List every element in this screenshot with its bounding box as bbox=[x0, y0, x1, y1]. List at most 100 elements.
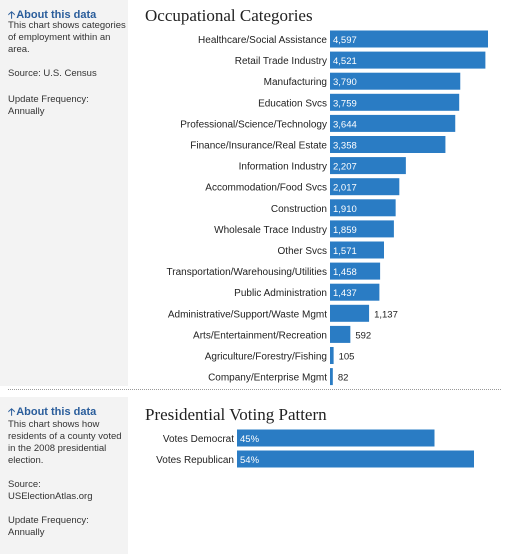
bar bbox=[330, 199, 396, 217]
bar-row: Other Svcs 1,571 bbox=[278, 241, 384, 259]
chart-title: Presidential Voting Pattern bbox=[145, 405, 327, 424]
bar-row: Manufacturing 3,790 bbox=[264, 72, 461, 90]
value-label: 2,207 bbox=[333, 162, 357, 173]
category-label: Manufacturing bbox=[264, 77, 327, 88]
category-label: Accommodation/Food Svcs bbox=[205, 183, 327, 194]
about-this-data-link[interactable]: 🡡About this data bbox=[8, 8, 96, 25]
category-label: Arts/Entertainment/Recreation bbox=[193, 330, 327, 341]
category-label: Wholesale Trace Industry bbox=[214, 225, 327, 236]
category-label: Agriculture/Forestry/Fishing bbox=[205, 352, 327, 363]
category-label: Votes Democrat bbox=[163, 434, 234, 445]
about-description: This chart shows categories of employmen… bbox=[8, 20, 126, 55]
category-label: Finance/Insurance/Real Estate bbox=[190, 141, 327, 152]
bar bbox=[330, 114, 456, 132]
bar bbox=[237, 450, 474, 468]
about-link-label: About this data bbox=[16, 406, 97, 418]
category-label: Administrative/Support/Waste Mgmt bbox=[168, 309, 327, 320]
category-label: Transportation/Warehousing/Utilities bbox=[167, 267, 327, 278]
category-label: Construction bbox=[271, 204, 327, 215]
about-sidebar: 🡡About this data This chart shows catego… bbox=[0, 0, 128, 386]
bar-row: Agriculture/Forestry/Fishing 105 bbox=[205, 347, 355, 364]
value-label: 4,521 bbox=[333, 56, 357, 67]
about-source-label: Source: bbox=[8, 479, 41, 490]
bar bbox=[330, 262, 381, 280]
bar bbox=[330, 220, 394, 238]
voting-section: 🡡About this data This chart shows how re… bbox=[0, 397, 509, 554]
category-label: Company/Enterprise Mgmt bbox=[208, 373, 327, 384]
value-label: 45% bbox=[240, 434, 260, 445]
up-arrow-icon: 🡡 bbox=[8, 10, 16, 21]
about-link-label: About this data bbox=[16, 9, 97, 21]
category-label: Information Industry bbox=[239, 162, 327, 173]
bar-row: Wholesale Trace Industry 1,859 bbox=[214, 220, 394, 238]
value-label: 1,571 bbox=[333, 246, 357, 257]
section-divider bbox=[8, 389, 501, 390]
about-description: This chart shows how residents of a coun… bbox=[8, 419, 122, 466]
voting-bar-chart: Votes Democrat 45% Votes Republican 54% bbox=[156, 429, 474, 468]
category-label: Retail Trade Industry bbox=[235, 56, 327, 67]
value-label: 105 bbox=[339, 352, 355, 363]
value-label: 2,017 bbox=[333, 183, 357, 194]
occupational-bar-chart: Healthcare/Social Assistance 4,597 Retail … bbox=[167, 30, 488, 386]
bar bbox=[330, 241, 384, 259]
bar-row: Company/Enterprise Mgmt 82 bbox=[208, 368, 349, 386]
bar-row: Information Industry 2,207 bbox=[239, 157, 406, 175]
value-label: 1,137 bbox=[374, 309, 398, 320]
bar-row: Accommodation/Food Svcs 2,017 bbox=[205, 178, 400, 196]
chart-title: Occupational Categories bbox=[145, 6, 313, 25]
bar bbox=[330, 157, 406, 175]
category-label: Public Administration bbox=[234, 288, 327, 299]
bar-row: Transportation/Warehousing/Utilities 1,45… bbox=[167, 262, 381, 280]
about-update-label: Update Frequency: bbox=[8, 515, 89, 526]
about-source: Source: U.S. Census bbox=[8, 68, 97, 79]
bar bbox=[330, 347, 334, 364]
occupational-section: 🡡About this data This chart shows catego… bbox=[0, 0, 488, 386]
category-label: Other Svcs bbox=[278, 246, 327, 257]
value-label: 592 bbox=[355, 330, 371, 341]
value-label: 1,458 bbox=[333, 267, 357, 278]
bar bbox=[330, 178, 400, 196]
category-label: Professional/Science/Technology bbox=[180, 119, 327, 130]
bar-row: Retail Trade Industry 4,521 bbox=[235, 51, 486, 69]
value-label: 3,358 bbox=[333, 141, 357, 152]
bar bbox=[330, 51, 486, 69]
bar-row: Administrative/Support/Waste Mgmt 1,137 bbox=[168, 304, 398, 322]
bar bbox=[330, 368, 333, 386]
bar bbox=[330, 136, 446, 153]
bar-row: Votes Republican 54% bbox=[156, 450, 474, 468]
value-label: 54% bbox=[240, 455, 260, 466]
value-label: 1,910 bbox=[333, 204, 357, 215]
value-label: 1,437 bbox=[333, 288, 357, 299]
about-update-value: Annually bbox=[8, 106, 45, 117]
value-label: 82 bbox=[338, 373, 349, 384]
category-label: Votes Republican bbox=[156, 455, 234, 466]
about-sidebar: 🡡About this data This chart shows how re… bbox=[0, 397, 128, 554]
category-label: Healthcare/Social Assistance bbox=[198, 35, 327, 46]
up-arrow-icon: 🡡 bbox=[8, 407, 16, 418]
value-label: 3,790 bbox=[333, 77, 357, 88]
bar-row: Professional/Science/Technology 3,644 bbox=[180, 114, 456, 132]
bar bbox=[330, 93, 460, 111]
bar-row: Healthcare/Social Assistance 4,597 bbox=[198, 30, 488, 48]
category-label: Education Svcs bbox=[258, 98, 327, 109]
bar bbox=[330, 30, 488, 48]
bar bbox=[330, 283, 380, 301]
bar-row: Public Administration 1,437 bbox=[234, 283, 380, 301]
bar bbox=[237, 429, 435, 447]
bar-row: Votes Democrat 45% bbox=[163, 429, 435, 447]
value-label: 1,859 bbox=[333, 225, 357, 236]
bar-row: Education Svcs 3,759 bbox=[258, 93, 460, 111]
about-update-label: Update Frequency: bbox=[8, 94, 89, 105]
value-label: 4,597 bbox=[333, 35, 357, 46]
bar-row: Finance/Insurance/Real Estate 3,358 bbox=[190, 136, 446, 153]
bar-row: Construction 1,910 bbox=[271, 199, 396, 217]
bar-row: Arts/Entertainment/Recreation 592 bbox=[193, 325, 371, 343]
bar bbox=[330, 304, 370, 322]
about-this-data-link[interactable]: 🡡About this data bbox=[8, 405, 96, 422]
value-label: 3,644 bbox=[333, 119, 357, 130]
about-update-value: Annually bbox=[8, 527, 45, 538]
bar bbox=[330, 72, 461, 90]
value-label: 3,759 bbox=[333, 98, 357, 109]
bar bbox=[330, 325, 351, 343]
about-source-value: USElectionAtlas.org bbox=[8, 491, 93, 502]
